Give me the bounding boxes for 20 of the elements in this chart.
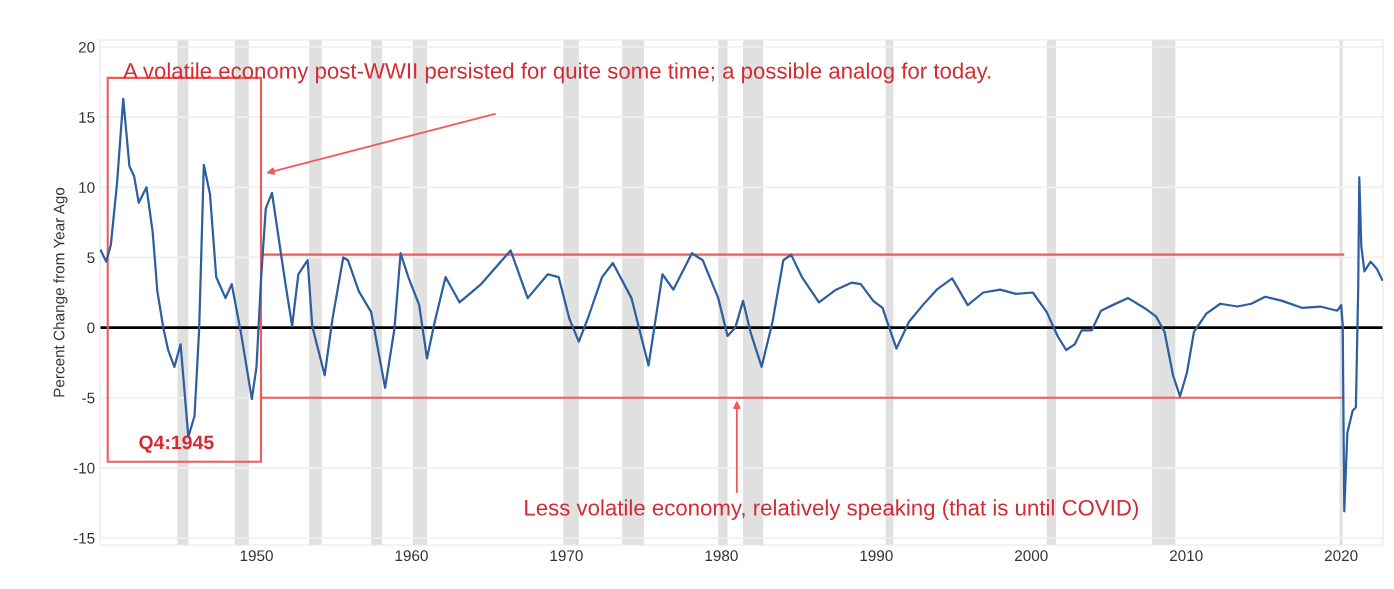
x-tick-label: 2020 [1324,550,1358,562]
y-tick-label: 0 [87,322,95,334]
y-tick-label: -10 [73,462,95,474]
x-tick-label: 1970 [550,550,583,562]
x-tick-label: 1960 [395,550,428,562]
x-tick-label: 2000 [1015,550,1048,562]
annotation: A volatile economy post-WWII persisted for quite some time; a possible analog for today. [123,62,991,84]
y-axis-title: Percent Change from Year Ago [53,187,68,397]
x-tick-label: 1980 [705,550,738,562]
x-tick-label: 1990 [860,550,893,562]
x-tick-label: 2010 [1169,550,1203,562]
y-tick-label: 15 [79,112,95,123]
y-tick-label: 5 [87,252,95,264]
y-tick-label: -5 [82,392,95,404]
y-tick-label: 10 [79,182,95,193]
y-tick-label: 20 [78,41,95,53]
x-tick-label: 1950 [240,550,273,562]
annotation: Q4:1945 [139,435,214,453]
annotation: Less volatile economy, relatively speaking (that is until COVID) [525,499,1138,521]
y-tick-label: -15 [73,533,95,544]
